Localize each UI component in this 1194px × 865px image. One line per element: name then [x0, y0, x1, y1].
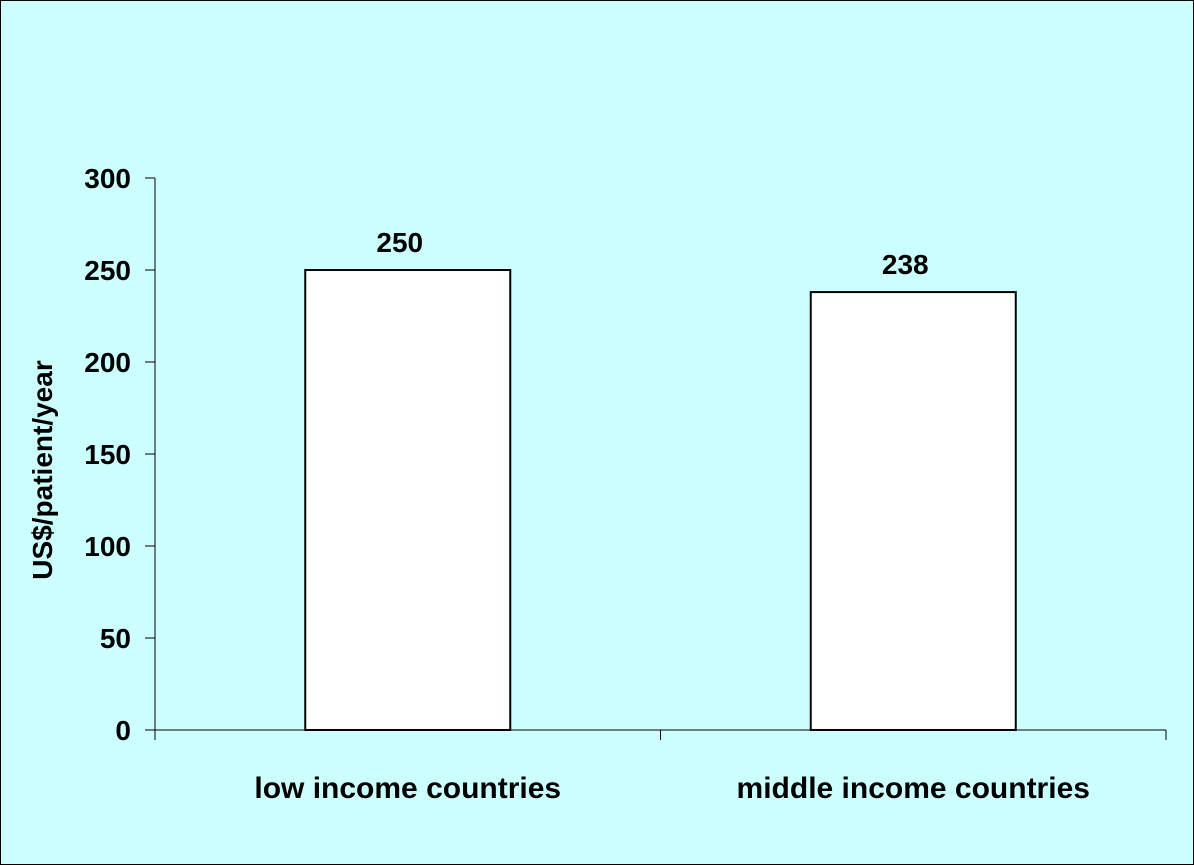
y-tick-label: 200 — [84, 347, 131, 378]
data-label: 250 — [376, 227, 423, 258]
y-tick-label: 0 — [115, 715, 131, 746]
bar — [809, 291, 1017, 731]
y-tick-label: 50 — [100, 623, 131, 654]
bar — [304, 269, 512, 731]
y-axis-title: US$/patient/year — [27, 360, 58, 580]
y-tick-label: 250 — [84, 255, 131, 286]
y-tick-label: 150 — [84, 439, 131, 470]
bars — [304, 269, 1017, 731]
labels: 250 low income countries 238 middle income … — [254, 227, 1090, 805]
category-label: middle income countries — [737, 772, 1090, 805]
y-tick-label: 100 — [84, 531, 131, 562]
category-label: low income countries — [254, 772, 561, 805]
y-tick-label: 300 — [84, 163, 131, 194]
data-label: 238 — [882, 249, 929, 280]
